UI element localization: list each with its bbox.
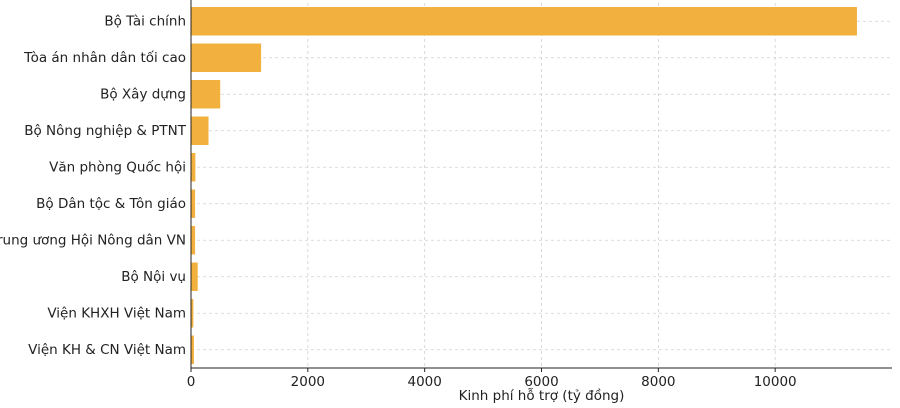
category-label-0: Bộ Tài chính [104, 13, 186, 29]
bar-3 [191, 116, 209, 145]
bars-layer [191, 7, 857, 364]
category-label-7: Bộ Nội vụ [121, 269, 186, 285]
bar-5 [191, 189, 196, 218]
category-labels: Bộ Tài chính Tòa án nhân dân tối cao Bộ Xâ… [0, 13, 187, 358]
bar-2 [191, 80, 221, 109]
bar-0 [191, 7, 857, 36]
bar-1 [191, 43, 262, 72]
x-tick-label-1: 2000 [291, 374, 325, 390]
x-tick-label-5: 10000 [754, 374, 797, 390]
category-label-3: Bộ Nông nghiệp & PTNT [24, 123, 186, 139]
bar-4 [191, 153, 196, 182]
category-label-1: Tòa án nhân dân tối cao [23, 49, 186, 66]
axes-layer [190, 0, 892, 372]
category-label-2: Bộ Xây dựng [100, 86, 186, 102]
category-label-4: Văn phòng Quốc hội [49, 158, 186, 175]
x-tick-label-4: 8000 [641, 374, 675, 390]
bar-6 [191, 226, 196, 255]
x-tick-labels: 0 2000 4000 6000 8000 10000 [187, 374, 797, 390]
category-label-5: Bộ Dân tộc & Tôn giáo [36, 196, 186, 212]
x-tick-label-3: 6000 [524, 374, 558, 390]
bar-9 [191, 335, 194, 364]
bar-7 [191, 262, 198, 291]
grid-layer [190, 3, 892, 368]
x-tick-label-0: 0 [187, 374, 196, 390]
x-axis-title: Kinh phí hỗ trợ (tỷ đồng) [459, 387, 625, 404]
category-label-9: Viện KH & CN Việt Nam [28, 342, 186, 358]
category-label-8: Viện KHXH Việt Nam [47, 305, 186, 321]
category-label-6: Trung ương Hội Nông dân VN [0, 232, 186, 248]
x-tick-label-2: 4000 [407, 374, 441, 390]
bar-8 [191, 299, 194, 328]
